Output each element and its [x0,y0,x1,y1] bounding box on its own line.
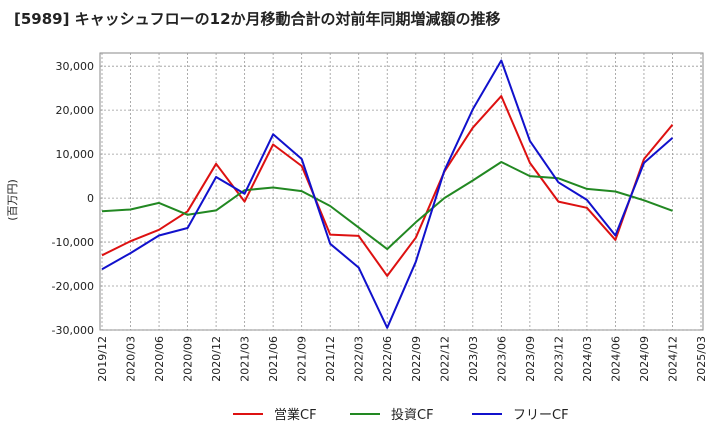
x-tick-label: 2021/09 [296,336,309,382]
legend-label: 営業CF [274,407,317,423]
chart-title: [5989] キャッシュフローの12か月移動合計の対前年同期増減額の推移 [14,10,501,28]
x-tick-label: 2021/03 [239,336,252,382]
legend: 営業CF 投資CF フリーCF [233,407,569,423]
x-tick-label: 2020/06 [153,336,166,382]
legend-label: 投資CF [391,407,434,423]
x-tick-label: 2020/03 [125,336,138,382]
x-tick-label: 2023/06 [495,336,508,382]
series-line-1 [101,95,674,277]
x-tick-label: 2024/09 [638,336,651,382]
x-tick-label: 2024/03 [581,336,594,382]
y-tick-label: -20,000 [52,280,94,293]
x-tick-label: 2022/12 [438,336,451,382]
series-line-3 [101,59,674,329]
y-axis-label: (百万円) [6,179,19,221]
series-lines [101,59,674,329]
y-axis-ticks: 30,000 20,000 10,000 0 -10,000 -20,000 -30,000 [52,60,94,337]
x-tick-label: 2024/06 [609,336,622,382]
x-tick-label: 2022/06 [381,336,394,382]
x-tick-label: 2023/03 [467,336,480,382]
x-tick-label: 2022/09 [410,336,423,382]
y-tick-label: 20,000 [56,104,95,117]
y-tick-label: 30,000 [56,60,95,73]
x-tick-label: 2021/12 [324,336,337,382]
legend-label: フリーCF [513,408,569,423]
x-tick-label: 2019/12 [96,336,109,382]
x-tick-label: 2020/09 [182,336,195,382]
x-tick-label: 2024/12 [666,336,679,382]
x-tick-label: 2023/09 [524,336,537,382]
x-tick-label: 2023/12 [552,336,565,382]
y-tick-label: 10,000 [56,148,95,161]
x-tick-label: 2020/12 [210,336,223,382]
x-axis-ticks: 2019/12 2020/03 2020/06 2020/09 2020/12 2021/… [96,336,708,382]
x-tick-label: 2025/03 [695,336,708,382]
y-tick-label: 0 [87,192,94,205]
series-line-2 [101,161,673,251]
x-tick-label: 2021/06 [267,336,280,382]
x-tick-label: 2022/03 [353,336,366,382]
y-tick-label: -30,000 [52,324,94,337]
y-tick-label: -10,000 [52,236,94,249]
grid-lines [100,53,703,331]
